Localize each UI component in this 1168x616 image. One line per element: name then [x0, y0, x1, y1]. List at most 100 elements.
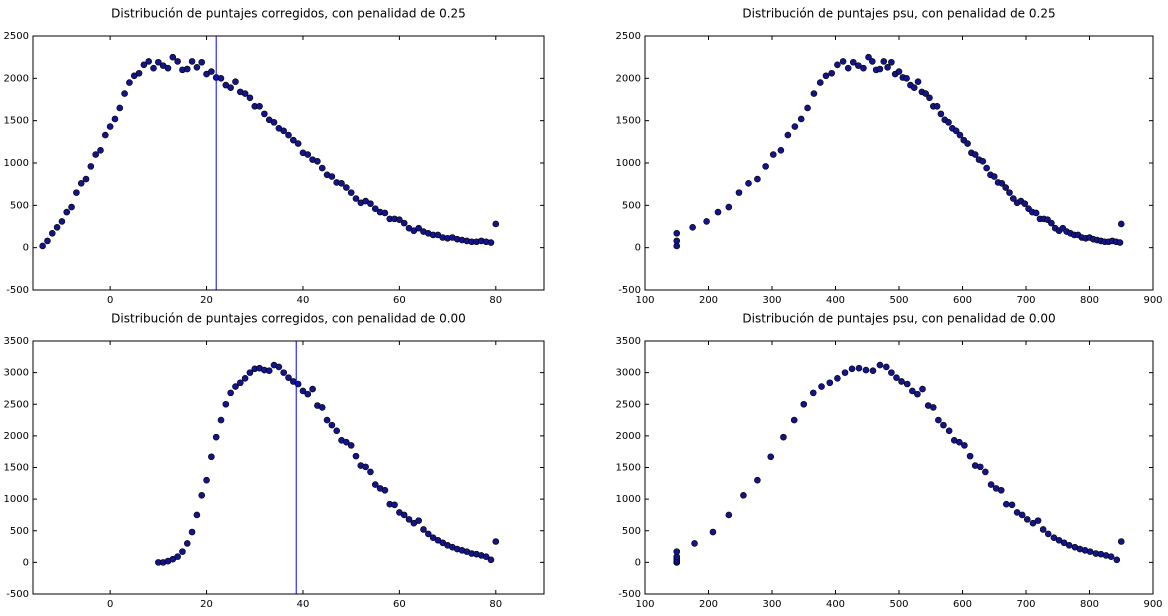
point: [193, 511, 201, 519]
y-tick-label: -500: [618, 589, 641, 600]
x-tick-label: 60: [393, 599, 406, 610]
point: [338, 180, 345, 187]
point: [415, 517, 422, 524]
point: [862, 366, 870, 374]
y-tick-label: 500: [10, 526, 29, 537]
point: [193, 64, 201, 71]
point: [909, 387, 916, 395]
point: [280, 127, 287, 135]
point: [391, 501, 398, 509]
point: [964, 140, 971, 147]
point: [804, 104, 811, 112]
point: [767, 453, 775, 461]
point: [492, 220, 500, 228]
point: [914, 390, 921, 398]
plot-frame: [644, 35, 1154, 291]
chart-title: Distribución de puntajes corregidos, con…: [111, 7, 466, 21]
x-tick-label: 0: [107, 599, 113, 610]
point: [880, 58, 888, 65]
point: [323, 416, 331, 424]
point: [1116, 239, 1124, 246]
y-tick-label: -500: [618, 285, 641, 296]
x-tick-label: 0: [107, 295, 113, 306]
y-tick-label: -500: [6, 589, 29, 600]
x-tick-label: 80: [489, 599, 502, 610]
plot-frame: [644, 340, 1154, 595]
point: [116, 104, 124, 112]
point: [87, 163, 95, 170]
point: [933, 102, 941, 110]
point: [910, 84, 918, 91]
point: [106, 123, 114, 130]
point: [256, 102, 263, 110]
point: [82, 175, 90, 183]
point: [1039, 526, 1047, 533]
point: [725, 511, 733, 519]
y-tick-label: 2000: [4, 431, 29, 442]
point: [876, 65, 884, 73]
x-tick-label: 600: [953, 295, 972, 306]
point: [1018, 511, 1026, 519]
point: [343, 184, 350, 191]
y-tick-label: 0: [635, 243, 641, 254]
point: [270, 119, 278, 126]
point: [1044, 530, 1052, 538]
point: [58, 218, 66, 225]
point: [998, 180, 1006, 187]
point: [1002, 184, 1009, 191]
point: [987, 481, 995, 488]
point: [876, 361, 884, 369]
point: [809, 389, 817, 397]
point: [145, 58, 152, 65]
point: [976, 463, 984, 471]
point: [179, 548, 186, 555]
chart-title: Distribución de puntajes corregidos, con…: [111, 312, 466, 326]
x-tick-label: 800: [1080, 295, 1099, 306]
point: [848, 365, 856, 373]
point: [839, 58, 847, 65]
point: [236, 379, 244, 387]
point: [893, 374, 900, 381]
point: [304, 390, 312, 398]
y-tick-label: 0: [635, 557, 641, 568]
point: [280, 369, 287, 376]
point: [396, 216, 403, 224]
point: [816, 79, 824, 86]
y-tick-label: 2500: [4, 399, 29, 410]
point: [691, 540, 698, 547]
point: [188, 58, 196, 65]
x-tick-label: 200: [699, 599, 718, 610]
point: [810, 90, 818, 97]
point: [188, 528, 196, 536]
point: [347, 442, 355, 449]
point: [956, 131, 964, 139]
point: [232, 78, 239, 86]
point: [362, 463, 369, 471]
point: [261, 110, 268, 118]
point: [135, 69, 143, 77]
point: [762, 163, 769, 170]
point: [318, 164, 326, 172]
y-tick-label: 1500: [4, 463, 29, 474]
point: [1023, 516, 1031, 523]
point: [217, 416, 225, 424]
point: [791, 123, 799, 130]
point: [241, 90, 249, 97]
point: [309, 385, 316, 393]
point: [790, 416, 798, 424]
x-tick-label: 40: [297, 599, 310, 610]
point: [140, 61, 148, 69]
point: [174, 58, 181, 65]
point: [492, 538, 500, 545]
point: [246, 94, 254, 102]
x-tick-label: 20: [200, 295, 213, 306]
x-tick-label: 300: [762, 295, 781, 306]
point: [882, 363, 890, 371]
point: [92, 151, 99, 158]
point: [1107, 553, 1115, 560]
point: [822, 72, 830, 80]
point: [898, 378, 905, 385]
point: [328, 173, 336, 180]
x-tick-label: 700: [1016, 599, 1035, 610]
